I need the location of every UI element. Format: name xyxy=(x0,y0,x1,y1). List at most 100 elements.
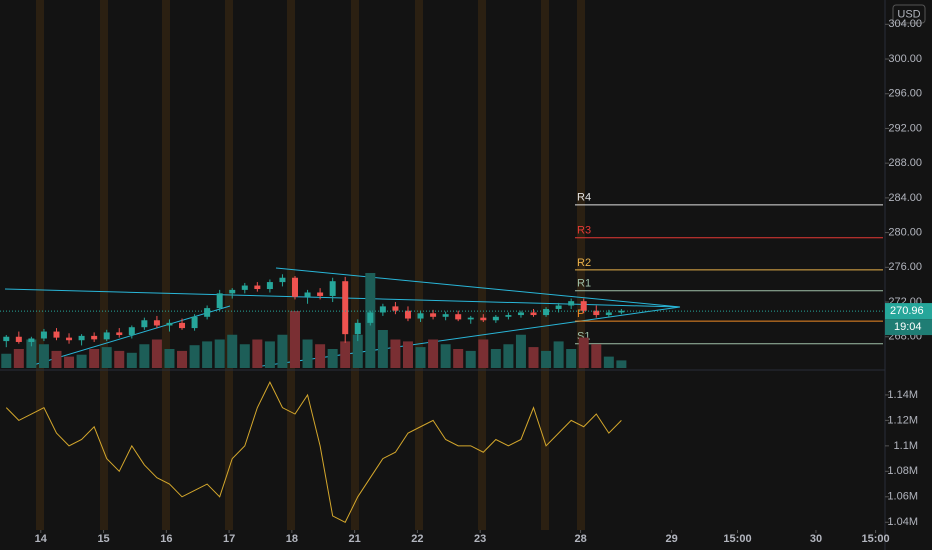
volume-bar xyxy=(616,360,627,368)
currency-box[interactable] xyxy=(892,4,926,24)
trend-line xyxy=(275,267,681,308)
candle-body xyxy=(455,314,462,320)
volume-bar xyxy=(139,344,150,368)
x-tick-label: 28 xyxy=(574,533,586,545)
x-tick-label: 15:00 xyxy=(723,533,751,545)
countdown-label: 19:04 xyxy=(894,321,922,333)
candle-body xyxy=(530,312,537,316)
volume-bar xyxy=(239,344,250,368)
candle-body xyxy=(3,336,10,342)
volume-bar xyxy=(126,352,137,368)
y2-tick-label: 1.06M xyxy=(887,491,918,503)
candle-body xyxy=(141,320,148,328)
candle-body xyxy=(329,281,336,296)
candle-body xyxy=(179,322,186,329)
session-stripe xyxy=(351,0,359,530)
x-tick-label: 14 xyxy=(35,533,48,545)
candle-body xyxy=(128,327,135,336)
volume-bar xyxy=(202,341,213,368)
candle-body xyxy=(379,306,386,313)
y-tick-label: 296.00 xyxy=(888,88,922,100)
session-stripe xyxy=(577,0,585,530)
volume-bar xyxy=(591,344,602,368)
volume-bar xyxy=(428,339,439,368)
x-tick-label: 29 xyxy=(665,533,677,545)
candle-body xyxy=(292,277,298,297)
candle-body xyxy=(593,310,600,316)
candle-body xyxy=(153,320,160,326)
volume-bar xyxy=(189,345,200,368)
session-stripe xyxy=(287,0,295,530)
pivot-label: R3 xyxy=(577,225,591,237)
candle-body xyxy=(166,322,173,326)
x-tick-label: 15:00 xyxy=(862,533,890,545)
candle-body xyxy=(555,305,562,309)
candle-body xyxy=(568,301,575,306)
candle-body xyxy=(204,308,211,317)
volume-bar xyxy=(264,341,275,368)
candle-body xyxy=(517,312,524,316)
volume-bar xyxy=(51,350,62,368)
pivot-label: R1 xyxy=(577,278,591,290)
candle-body xyxy=(480,317,487,321)
candle-body xyxy=(216,293,223,309)
session-stripe xyxy=(36,0,44,530)
volume-bar xyxy=(26,339,37,368)
y2-tick-label: 1.08M xyxy=(887,465,918,477)
x-tick-label: 17 xyxy=(223,533,235,545)
session-stripe xyxy=(478,0,486,530)
volume-bar xyxy=(89,349,100,368)
y2-tick-label: 1.04M xyxy=(887,516,918,528)
x-tick-label: 15 xyxy=(97,533,109,545)
volume-bar xyxy=(38,344,49,368)
candle-body xyxy=(580,301,587,311)
trend-line xyxy=(29,305,231,367)
last-price-badge xyxy=(885,303,932,320)
x-tick-label: 21 xyxy=(349,533,361,545)
volume-bar xyxy=(553,341,564,368)
y2-tick-label: 1.14M xyxy=(887,389,918,401)
session-stripe xyxy=(100,0,108,530)
candle-body xyxy=(191,316,198,329)
candle-body xyxy=(116,332,123,336)
currency[interactable]: USD xyxy=(897,8,920,20)
volume-bar xyxy=(101,347,112,368)
candle-body xyxy=(505,315,512,317)
volume-bar xyxy=(465,350,476,368)
last-price-label: 270.96 xyxy=(890,305,924,317)
y2-tick-label: 1.1M xyxy=(894,440,918,452)
y-tick-label: 276.00 xyxy=(888,261,922,273)
volume-bar xyxy=(227,334,238,368)
volume-bar xyxy=(352,334,363,368)
volume-bar xyxy=(490,349,501,368)
volume-bar xyxy=(478,339,489,368)
pivot-label: P xyxy=(577,308,584,320)
volume-bar xyxy=(64,356,75,368)
candle-body xyxy=(342,281,349,335)
pivot-label: R4 xyxy=(577,192,591,204)
x-tick-label: 16 xyxy=(160,533,172,545)
volume-bar xyxy=(528,347,539,368)
candle-body xyxy=(15,336,22,342)
y-tick-label: 300.00 xyxy=(888,53,922,65)
y2-tick-label: 1.12M xyxy=(887,414,918,426)
candle-body xyxy=(241,285,248,290)
candle-body xyxy=(103,332,110,340)
candle-body xyxy=(78,335,85,341)
candle-body xyxy=(467,317,474,320)
volume-bar xyxy=(177,350,188,368)
volume-bar xyxy=(390,339,401,368)
candle-body xyxy=(91,335,98,340)
candle-body xyxy=(442,314,449,317)
volume-bar xyxy=(515,334,526,368)
candle-body xyxy=(229,289,236,294)
candle-body xyxy=(492,316,499,321)
x-tick-label: 18 xyxy=(286,533,298,545)
candle-body xyxy=(605,312,612,316)
volume-bar xyxy=(290,311,300,368)
volume-bar xyxy=(302,339,313,368)
candle-body xyxy=(279,277,286,283)
volume-bar xyxy=(277,334,288,368)
